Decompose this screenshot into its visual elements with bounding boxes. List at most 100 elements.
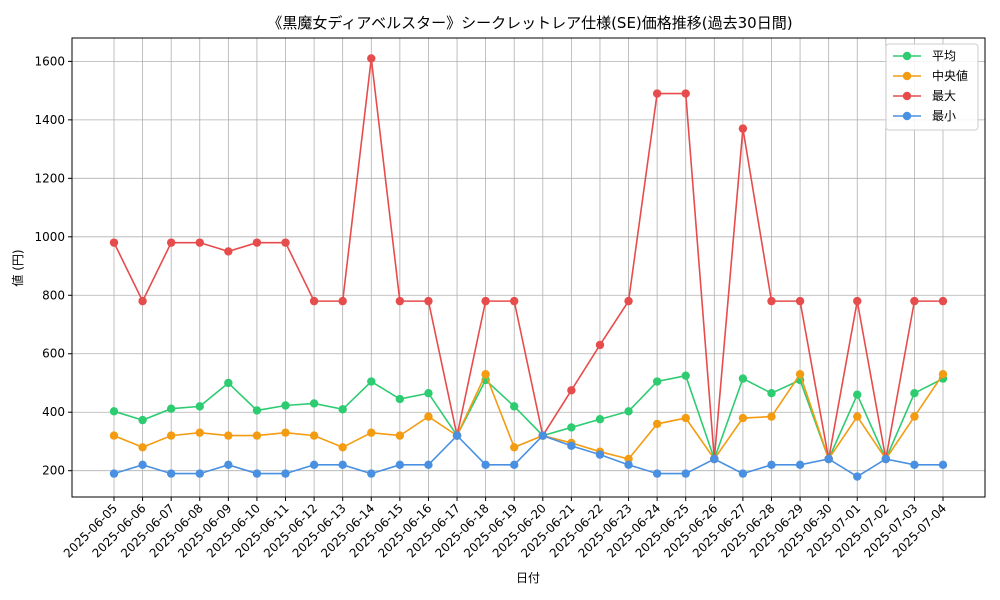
data-point [109, 469, 119, 478]
y-tick-label: 400 [42, 405, 65, 419]
data-point [138, 296, 147, 306]
data-point [738, 469, 748, 478]
data-point [252, 238, 262, 247]
y-tick-label: 1200 [34, 171, 65, 185]
data-point [309, 399, 319, 408]
data-point [395, 460, 405, 470]
data-point [681, 413, 690, 423]
data-point [166, 431, 176, 440]
data-point [795, 296, 805, 306]
series-2 [109, 54, 948, 464]
data-point [138, 460, 147, 470]
data-point [652, 377, 662, 386]
plot-area [71, 37, 986, 498]
data-point [166, 469, 176, 478]
data-point [424, 412, 433, 421]
data-point [624, 296, 633, 306]
data-point [281, 238, 290, 247]
data-point [109, 407, 119, 416]
data-point [567, 386, 576, 395]
data-point [652, 469, 662, 478]
data-point [795, 460, 805, 470]
data-point [395, 431, 405, 440]
data-point [652, 89, 662, 98]
data-point [338, 460, 347, 470]
data-point [738, 413, 748, 423]
data-point [481, 370, 490, 379]
data-point [567, 441, 576, 451]
data-point [853, 296, 862, 306]
data-point [309, 431, 319, 440]
data-point [595, 415, 605, 424]
data-point [338, 405, 347, 414]
data-point [309, 296, 319, 306]
data-point [910, 389, 919, 398]
data-point [767, 389, 776, 398]
data-point [938, 460, 948, 470]
data-point [767, 412, 776, 421]
y-tick-label: 1000 [34, 230, 65, 244]
data-point [710, 454, 719, 464]
series [109, 54, 948, 481]
y-axis-label: 値 (円) [10, 249, 25, 286]
data-point [595, 340, 605, 350]
y-tick-label: 800 [42, 288, 65, 302]
grid [72, 38, 985, 497]
data-point [252, 406, 262, 415]
data-point [681, 371, 690, 380]
data-point [795, 370, 805, 379]
data-point [452, 431, 462, 440]
data-point [224, 460, 233, 470]
data-point [853, 412, 862, 421]
data-point [338, 296, 347, 306]
data-point [910, 412, 919, 421]
legend-label: 最大 [932, 89, 956, 103]
legend-swatch-marker [902, 111, 912, 121]
data-point [510, 443, 519, 452]
data-point [395, 296, 405, 306]
data-point [624, 454, 633, 464]
data-point [138, 415, 147, 425]
data-point [138, 443, 147, 452]
data-point [681, 469, 690, 478]
data-point [367, 54, 376, 63]
series-line [113, 372, 944, 461]
data-point [881, 454, 891, 464]
data-point [252, 431, 262, 440]
data-point [166, 404, 176, 413]
y-tick-label: 200 [42, 464, 65, 478]
series-line [113, 58, 943, 460]
data-point [824, 454, 833, 464]
data-point [424, 460, 433, 470]
data-point [938, 370, 948, 379]
data-point [338, 443, 347, 452]
data-point [538, 431, 547, 440]
x-axis-label: 日付 [516, 571, 540, 585]
data-point [767, 460, 776, 470]
y-tick-label: 1600 [34, 54, 65, 68]
data-point [738, 374, 748, 383]
legend-swatch-marker [902, 51, 912, 61]
data-point [510, 296, 519, 306]
data-point [367, 377, 376, 386]
y-axis-ticks: 200 400 600 800 1000 1200 1400 1600 [34, 54, 72, 478]
data-point [853, 390, 862, 399]
data-point [281, 428, 290, 437]
data-point [481, 460, 490, 470]
data-point [510, 460, 519, 470]
data-point [224, 378, 233, 388]
legend-swatch-marker [902, 71, 912, 81]
data-point [624, 460, 633, 470]
data-point [309, 460, 319, 470]
data-point [681, 89, 690, 98]
data-point [195, 469, 204, 478]
data-point [252, 469, 262, 478]
legend-label: 平均 [932, 49, 956, 63]
data-point [281, 469, 290, 478]
data-point [652, 419, 662, 429]
data-point [424, 296, 433, 306]
data-point [595, 450, 605, 459]
data-point [853, 472, 862, 481]
chart-title: 《黒魔女ディアベルスター》シークレットレア仕様(SE)価格推移(過去30日間) [267, 14, 792, 32]
